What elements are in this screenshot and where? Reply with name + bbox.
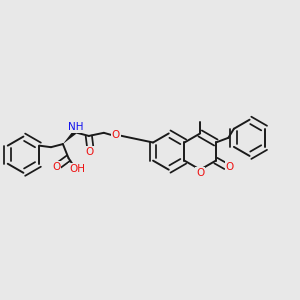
Text: O: O (226, 162, 234, 172)
Text: O: O (112, 130, 120, 140)
Text: O: O (85, 147, 94, 157)
Polygon shape (63, 130, 76, 144)
Text: OH: OH (69, 164, 85, 174)
Text: O: O (52, 162, 60, 172)
Text: NH: NH (68, 122, 83, 132)
Text: O: O (196, 168, 204, 178)
